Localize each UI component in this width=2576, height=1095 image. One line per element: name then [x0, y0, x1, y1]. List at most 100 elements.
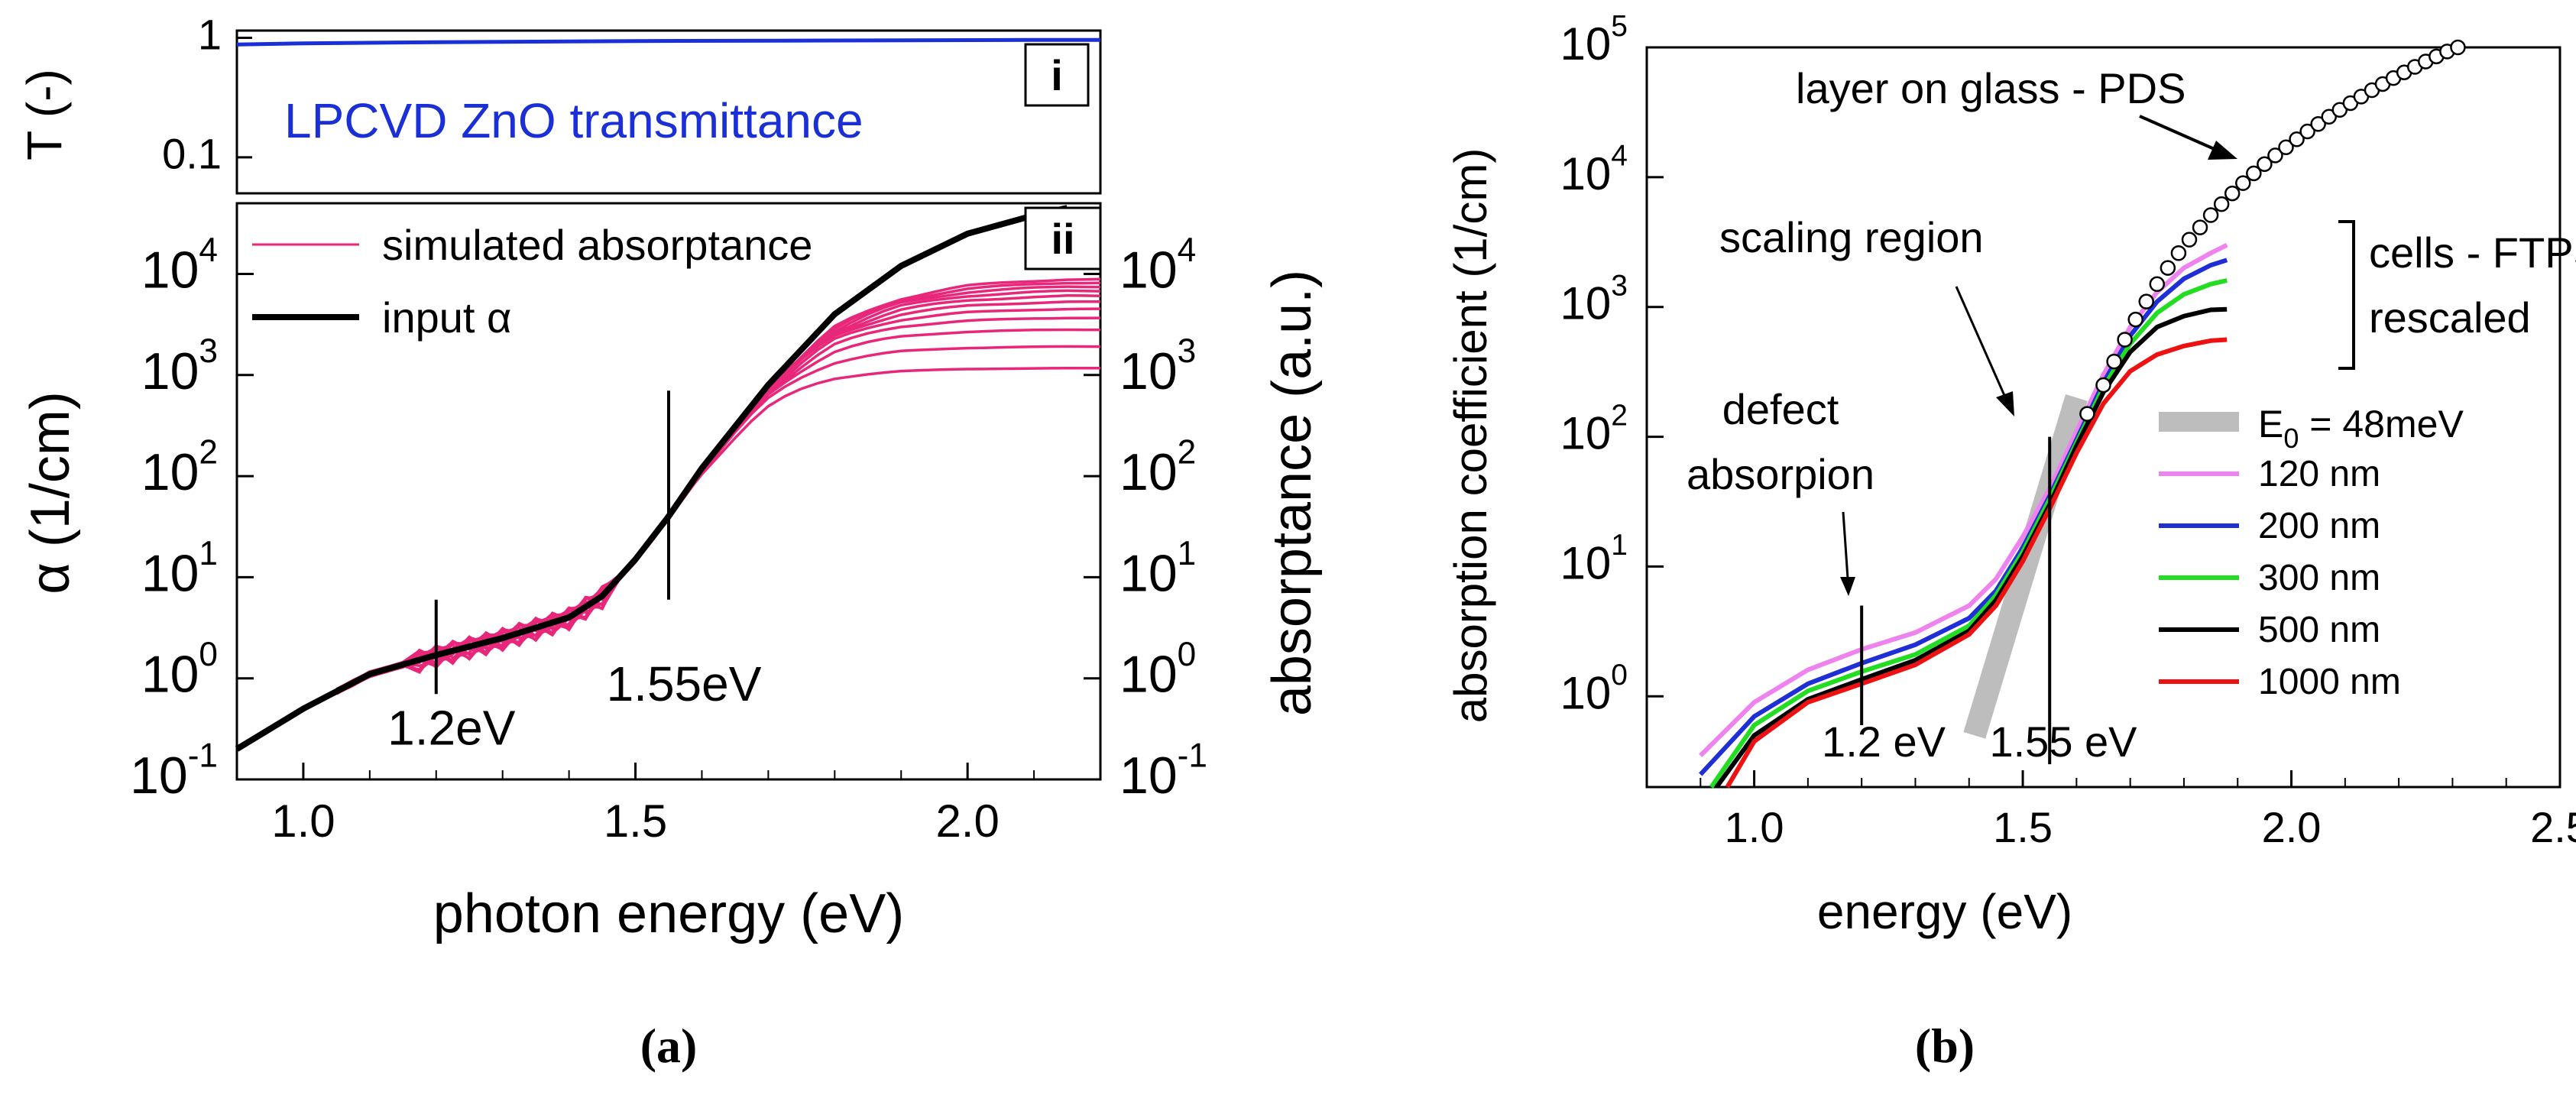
panel-a-ii-ytick-label-right: 10-1 [1120, 737, 1207, 805]
panel-b-legend: E0 = 48meV 120 nm 200 nm 300 nm 500 nm 1000 … [2159, 403, 2464, 702]
pds-point [2246, 165, 2262, 182]
pds-point [2257, 156, 2273, 173]
bracket-label-cells-ftps: cells - FTPS [2369, 228, 2576, 277]
panel-b-ytick-label-exponent: 1 [1611, 530, 1628, 562]
panel-a-ii-ytick-label-right-exponent: 0 [1178, 636, 1197, 673]
panel-a-ii-ytick-label-right: 104 [1120, 232, 1196, 300]
defect-arrow-line [1842, 511, 1849, 579]
pds-point [2202, 207, 2219, 223]
panel-a-i-ytick-label-0.1: 0.1 [162, 130, 222, 178]
panel-b-xlabel: energy (eV) [1817, 884, 2072, 939]
caption-a: (a) [640, 1019, 698, 1073]
pds-point [2213, 196, 2230, 212]
panel-b-markers [1860, 436, 2052, 765]
pds-point [2181, 232, 2198, 248]
legend-label-fit-base: E [2258, 403, 2283, 445]
input-alpha-line [235, 205, 1068, 752]
legend-label-fit: E0 = 48meV [2258, 403, 2464, 454]
simulated-absorptance-line [335, 294, 1101, 694]
pds-point [2321, 109, 2337, 125]
panel-a-ii-ytick-label-mantissa: 10 [141, 443, 199, 501]
panel-a-ii-ylabel-right: absorptance (a.u.) [1262, 270, 1323, 716]
panel-a-xtick-label: 1.0 [271, 795, 335, 847]
simulated-absorptance-line [335, 307, 1101, 695]
panel-b-ytick-label-mantissa: 10 [1560, 18, 1612, 70]
pds-point [2117, 332, 2133, 348]
marker-label-1.2ev: 1.2eV [387, 701, 516, 756]
pds-point [2224, 185, 2241, 202]
panel-a-ii-ytick-label: 104 [141, 232, 218, 300]
panel-b-axes: 1.01.52.02.5100101102103104105 [1560, 10, 2576, 851]
panel-a-ii-ytick-label-mantissa: 10 [130, 747, 188, 805]
pds-point [2278, 139, 2294, 155]
panel-a-ii-ytick-label-right-mantissa: 10 [1120, 342, 1178, 400]
defect-annotation-line1: defect [1722, 385, 1839, 433]
pds-point [2192, 219, 2208, 235]
defect-arrow-head [1840, 577, 1855, 596]
panel-b-ytick-label: 105 [1560, 10, 1628, 70]
pds-points [2079, 39, 2466, 422]
pds-point [2299, 123, 2315, 140]
pds-point [2267, 147, 2283, 164]
legend-label-simulated: simulated absorptance [382, 221, 812, 269]
panel-a-ii-ylabel: α (1/cm) [20, 391, 81, 594]
panel-a-ii-ytick-label-right: 103 [1120, 332, 1196, 400]
panel-a-ii-ytick-label-exponent: 1 [199, 535, 218, 572]
transmittance-line [236, 37, 1100, 47]
panel-a-ii-ytick-label-right-exponent: 2 [1178, 433, 1197, 471]
pds-point [2079, 406, 2095, 422]
panel-b-ytick-label: 104 [1560, 140, 1628, 199]
panel-a-ii-ytick-label-exponent: 4 [199, 232, 218, 269]
panel-a-ii-ytick-label: 103 [141, 332, 218, 400]
scaling-arrow-line [1955, 286, 2007, 400]
pds-point [2450, 39, 2466, 56]
panel-a-ii-ytick-label-mantissa: 10 [141, 646, 199, 704]
panel-b-xtick-label: 1.5 [1993, 803, 2053, 851]
scaling-region-annotation: scaling region [1719, 213, 1984, 261]
panel-a-ii-ytick-label: 102 [141, 433, 218, 501]
pds-point [2310, 115, 2326, 132]
panel-b-ytick-label: 102 [1560, 400, 1628, 459]
pds-point [2170, 245, 2187, 261]
simulated-absorptance-line [335, 300, 1100, 695]
panel-b: 1.01.52.02.5100101102103104105 E0 = 48me… [1445, 10, 2576, 939]
panel-a-i-ytick-label-1: 1 [198, 10, 222, 58]
panel-a-ii-ytick-label-right: 101 [1120, 535, 1196, 603]
fit-line-e0 [1963, 394, 2088, 739]
panel-b-xtick-label: 1.0 [1725, 803, 1784, 851]
panel-b-ytick-label-mantissa: 10 [1560, 407, 1612, 458]
panel-b-ytick-label: 100 [1560, 659, 1628, 718]
cell-ftps-curves [1699, 243, 2228, 789]
panel-b-ytick-label: 101 [1560, 530, 1628, 589]
marker-label-1.55ev: 1.55eV [607, 656, 762, 711]
panel-a-ii-ytick-label-right-exponent: 1 [1178, 535, 1197, 572]
panel-a-ii-ytick-label: 100 [141, 636, 218, 704]
simulated-absorptance-line [335, 345, 1101, 691]
panel-b-ytick-label-exponent: 0 [1611, 659, 1628, 692]
panel-a-xtick-label: 2.0 [935, 795, 999, 847]
panel-b-ytick-label-mantissa: 10 [1560, 278, 1612, 329]
cell-curve [1699, 243, 2228, 757]
pds-point [2235, 175, 2251, 191]
panel-a-i: 1 0.1 T (-) LPCVD ZnO transmittance i [17, 10, 1102, 195]
pds-arrow-head [2208, 141, 2237, 160]
panel-a-ii-ytick-label-right: 102 [1120, 433, 1196, 501]
panel-a-ii-ytick-label-right-mantissa: 10 [1120, 747, 1178, 805]
panel-a-ii-ytick-label-exponent: 2 [199, 433, 218, 471]
panel-a-ii-ytick-label-right-mantissa: 10 [1120, 544, 1178, 602]
panel-b-ylabel: absorption coefficient (1/cm) [1445, 148, 1496, 724]
panel-b-ytick-label-mantissa: 10 [1560, 537, 1612, 588]
panel-a-ii-ytick-label-exponent: 3 [199, 332, 218, 370]
panel-a-ii-ytick-label-mantissa: 10 [141, 342, 199, 400]
panel-a-ii-markers [434, 390, 670, 695]
panel-b-ytick-label-exponent: 4 [1611, 140, 1628, 173]
panel-a-ii-ytick-label: 101 [141, 535, 218, 603]
panel-b-ytick-label-mantissa: 10 [1560, 148, 1612, 199]
pds-point [2160, 260, 2176, 276]
legend-label-input-alpha: input α [382, 293, 511, 342]
panel-a-ii-ytick-label-exponent: 0 [199, 636, 218, 673]
panel-tag-i: i [1051, 51, 1063, 99]
panel-a-ii-ytick-label-right-exponent: 4 [1178, 232, 1197, 269]
